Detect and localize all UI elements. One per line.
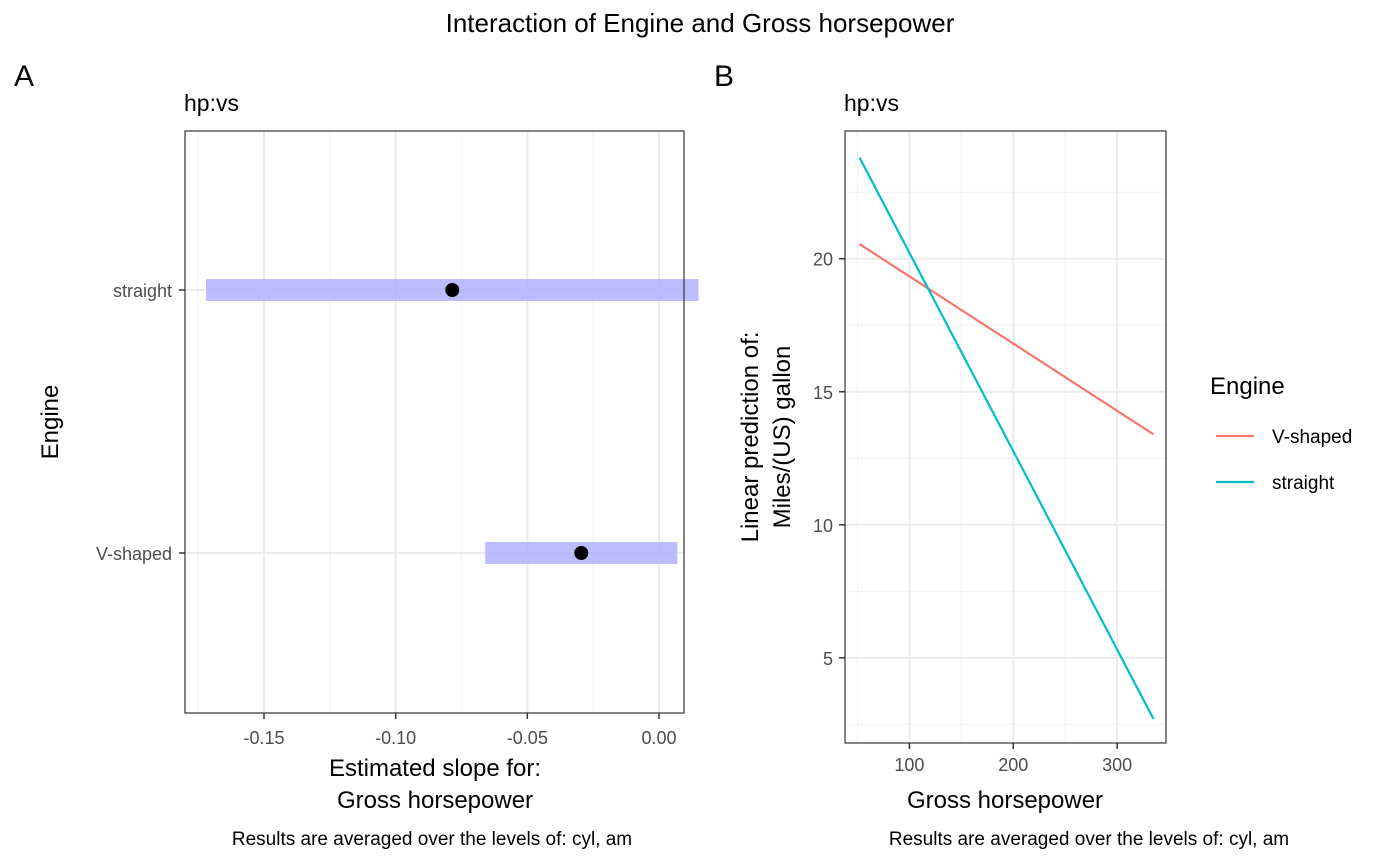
panel-a-x-tick-label: -0.15 <box>243 728 284 748</box>
panel-a-x-ticks: -0.15 -0.10 -0.05 0.00 <box>243 713 677 748</box>
panel-a-y-tick-label: V-shaped <box>96 544 172 564</box>
panel-b-x-tick-label: 200 <box>998 755 1028 775</box>
point-straight <box>445 283 460 297</box>
panel-a-caption: Results are averaged over the levels of:… <box>232 829 632 850</box>
panel-a-x-tick-label: -0.05 <box>507 728 548 748</box>
panel-a-frame <box>184 130 685 714</box>
panel-a-x-title-line1: Estimated slope for: <box>329 755 541 782</box>
panel-b-y-tick-label: 10 <box>813 516 833 536</box>
legend-items: V-shaped straight <box>1216 427 1352 494</box>
legend-label-v-shaped: V-shaped <box>1272 427 1352 448</box>
panel-b-caption: Results are averaged over the levels of:… <box>889 829 1289 850</box>
panel-a-y-tick-label: straight <box>113 281 172 301</box>
panel-a-tag: A <box>14 60 34 93</box>
panel-b-x-ticks: 100 200 300 <box>894 743 1132 775</box>
panel-b-subtitle: hp:vs <box>844 90 899 116</box>
panel-b: B hp:vs 100 200 300 5 10 15 20 Gross horsepow… <box>714 60 1289 850</box>
panel-a: A hp:vs -0.15 -0.10 -0.05 0.00 V-shaped stra… <box>14 60 699 850</box>
panel-b-y-tick-label: 15 <box>813 383 833 403</box>
panel-b-tag: B <box>714 60 734 93</box>
panel-a-y-title: Engine <box>37 385 64 460</box>
panel-a-grid <box>185 131 684 713</box>
legend: Engine V-shaped straight <box>1210 373 1352 494</box>
point-v-shaped <box>574 546 589 560</box>
panel-a-x-title-line2: Gross horsepower <box>337 787 533 814</box>
legend-title: Engine <box>1210 373 1285 400</box>
panel-b-x-tick-label: 100 <box>894 755 924 775</box>
panel-a-y-ticks: V-shaped straight <box>96 281 185 564</box>
panel-b-y-tick-label: 20 <box>813 250 833 270</box>
panel-b-grid <box>845 131 1166 743</box>
series-line-v-shaped <box>858 243 1155 436</box>
panel-b-y-title-line2: Miles/(US) gallon <box>769 346 796 529</box>
figure-title: Interaction of Engine and Gross horsepow… <box>446 8 955 38</box>
panel-a-subtitle: hp:vs <box>184 90 239 116</box>
panel-b-x-title: Gross horsepower <box>907 787 1103 814</box>
panel-a-x-tick-label: -0.10 <box>375 728 416 748</box>
panel-b-y-ticks: 5 10 15 20 <box>813 250 845 669</box>
panel-a-points <box>445 283 589 560</box>
panel-b-y-tick-label: 5 <box>823 649 833 669</box>
legend-label-straight: straight <box>1272 473 1335 494</box>
panel-b-y-title-line1: Linear prediction of: <box>737 332 764 543</box>
panel-b-lines <box>858 157 1155 720</box>
panel-a-intervals <box>206 279 699 564</box>
series-line-straight <box>858 157 1155 720</box>
panel-b-frame <box>844 130 1167 744</box>
panel-a-x-tick-label: 0.00 <box>641 728 676 748</box>
panel-b-x-tick-label: 300 <box>1102 755 1132 775</box>
